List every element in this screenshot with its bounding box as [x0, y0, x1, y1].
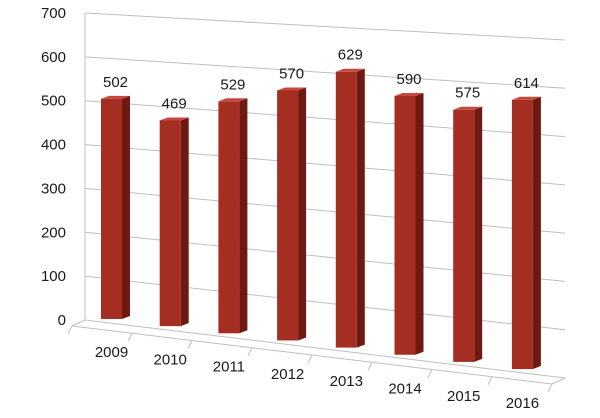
bar	[511, 96, 541, 370]
floor-left-edge	[71, 319, 86, 327]
bar	[159, 117, 189, 327]
data-label: 575	[455, 85, 480, 102]
bar	[277, 87, 307, 341]
bar-top	[394, 92, 424, 96]
data-label: 502	[103, 74, 128, 91]
y-tick-label: 500	[41, 93, 66, 110]
x-category-label: 2009	[95, 344, 128, 361]
bar	[453, 106, 483, 362]
x-tick-mark	[427, 369, 433, 378]
y-tick-label: 0	[58, 312, 66, 329]
bar-front	[335, 71, 357, 348]
data-label: 629	[338, 47, 363, 64]
gridline	[84, 56, 566, 89]
gridline	[84, 275, 566, 331]
data-label: 469	[162, 95, 187, 112]
x-tick-mark	[307, 354, 313, 364]
gridline	[84, 12, 566, 41]
x-tick-mark	[487, 376, 493, 385]
y-tick-label: 600	[41, 49, 66, 66]
x-category-label: 2013	[330, 373, 363, 390]
bar-front	[453, 109, 475, 362]
bar-front	[101, 98, 122, 319]
bar-side	[180, 117, 189, 327]
bar-side	[356, 68, 365, 348]
bar-top	[511, 96, 541, 100]
bar-side	[532, 96, 541, 370]
x-category-label: 2011	[213, 359, 245, 376]
bar-top	[101, 95, 130, 99]
x-category-label: 2012	[271, 366, 304, 383]
bar-top	[277, 87, 307, 91]
bar-side	[122, 95, 130, 319]
bar-side	[298, 87, 307, 341]
bar-front	[277, 90, 299, 341]
bar-top	[453, 106, 483, 110]
x-category-labels: 2009 2010 2011 2012 2013 2014 2015 2016	[95, 344, 539, 412]
gridline	[84, 319, 566, 379]
data-label: 570	[279, 65, 304, 82]
bar	[335, 68, 365, 348]
data-label: 529	[220, 76, 245, 93]
bar-side	[415, 92, 424, 355]
x-category-label: 2015	[447, 388, 480, 405]
data-label: 614	[514, 75, 539, 92]
gridline	[84, 144, 566, 186]
bars	[101, 68, 541, 370]
x-category-label: 2010	[154, 351, 187, 368]
data-labels: 502 469 529 570 629 590 575 614	[103, 47, 539, 113]
bar-side	[239, 98, 248, 334]
x-tick-mark	[247, 347, 253, 356]
y-tick-label: 200	[41, 224, 66, 241]
x-tick-mark	[67, 325, 73, 335]
bar-top	[159, 117, 189, 121]
axes	[67, 13, 566, 393]
x-tick-mark	[127, 333, 133, 342]
floor-right-edge	[551, 377, 566, 385]
bar	[218, 98, 248, 334]
bar-top	[218, 98, 248, 102]
bar-front	[159, 120, 181, 327]
y-tick-labels: 0 100 200 300 400 500 600 700	[41, 5, 66, 329]
data-label: 590	[396, 71, 421, 88]
bar-side	[474, 106, 483, 362]
y-tick-label: 400	[41, 137, 66, 154]
bar-front	[394, 95, 416, 355]
y-tick-label: 700	[41, 5, 66, 22]
gridline	[84, 187, 566, 234]
gridline	[84, 231, 566, 282]
bar-front	[218, 101, 240, 334]
bar-top	[335, 68, 365, 72]
bar	[101, 95, 130, 319]
x-category-label: 2014	[388, 381, 421, 398]
bar-front	[511, 99, 533, 370]
gridline	[84, 100, 566, 138]
bar	[394, 92, 424, 355]
y-tick-label: 100	[41, 268, 66, 285]
x-category-label: 2016	[506, 395, 539, 412]
y-tick-label: 300	[41, 180, 66, 197]
x-tick-mark	[367, 362, 373, 371]
x-tick-mark	[547, 383, 553, 393]
gridlines	[84, 12, 566, 379]
x-tick-mark	[187, 340, 193, 349]
